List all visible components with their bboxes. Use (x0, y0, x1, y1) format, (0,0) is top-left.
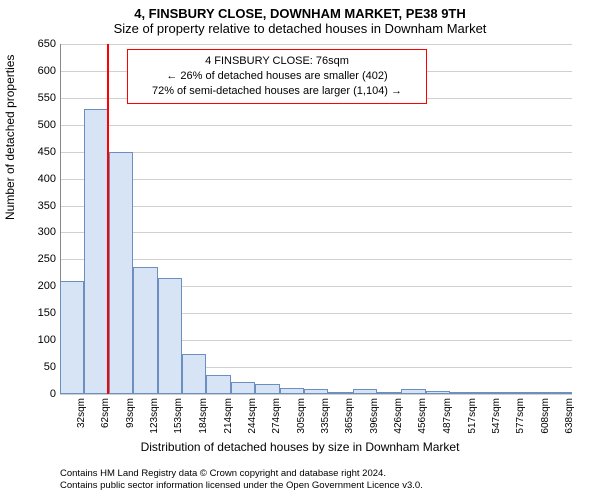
histogram-bar (280, 388, 304, 394)
annotation-line: 72% of semi-detached houses are larger (… (136, 84, 418, 99)
x-axis-label: Distribution of detached houses by size … (0, 440, 600, 454)
xtick-label: 577sqm (515, 398, 526, 434)
xtick-label: 608sqm (540, 398, 551, 434)
property-marker-line (107, 44, 109, 394)
histogram-bar (60, 281, 84, 394)
histogram-bar (84, 109, 108, 394)
xtick-label: 638sqm (564, 398, 575, 434)
ytick-label: 550 (38, 92, 60, 104)
ytick-label: 650 (38, 38, 60, 50)
xtick-label: 184sqm (198, 398, 209, 434)
histogram-bar (255, 384, 279, 394)
xtick-label: 305sqm (296, 398, 307, 434)
ytick-label: 50 (44, 361, 60, 373)
chart-title-secondary: Size of property relative to detached ho… (0, 21, 600, 36)
xtick-label: 487sqm (442, 398, 453, 434)
ytick-label: 200 (38, 280, 60, 292)
gridline (60, 125, 572, 126)
gridline (60, 179, 572, 180)
histogram-bar (109, 152, 133, 394)
gridline (60, 259, 572, 260)
histogram-bar (475, 392, 499, 394)
ytick-label: 0 (50, 388, 60, 400)
chart-container: { "title_primary": "4, FINSBURY CLOSE, D… (0, 0, 600, 500)
histogram-bar (206, 375, 230, 394)
histogram-bar (450, 392, 474, 394)
ytick-label: 600 (38, 65, 60, 77)
xtick-label: 274sqm (271, 398, 282, 434)
plot-area: 0501001502002503003504004505005506006503… (60, 44, 572, 394)
ytick-label: 100 (38, 334, 60, 346)
histogram-bar (182, 354, 206, 394)
histogram-bar (353, 389, 377, 394)
histogram-bar (304, 389, 328, 394)
ytick-label: 350 (38, 200, 60, 212)
xtick-label: 547sqm (491, 398, 502, 434)
annotation-line: 4 FINSBURY CLOSE: 76sqm (136, 54, 418, 69)
gridline (60, 44, 572, 45)
gridline (60, 152, 572, 153)
histogram-bar (548, 392, 572, 394)
histogram-bar (377, 392, 401, 394)
ytick-label: 250 (38, 253, 60, 265)
ytick-label: 500 (38, 119, 60, 131)
attribution-text: Contains HM Land Registry data © Crown c… (60, 468, 580, 493)
gridline (60, 206, 572, 207)
xtick-label: 93sqm (125, 398, 136, 428)
y-axis-label: Number of detached properties (3, 55, 17, 220)
xtick-label: 123sqm (149, 398, 160, 434)
gridline (60, 232, 572, 233)
xtick-label: 153sqm (173, 398, 184, 434)
xtick-label: 244sqm (247, 398, 258, 434)
xtick-label: 517sqm (467, 398, 478, 434)
annotation-line: ← 26% of detached houses are smaller (40… (136, 69, 418, 84)
ytick-label: 150 (38, 307, 60, 319)
histogram-bar (158, 278, 182, 394)
ytick-label: 400 (38, 173, 60, 185)
ytick-label: 300 (38, 226, 60, 238)
gridline (60, 394, 572, 395)
chart-title-primary: 4, FINSBURY CLOSE, DOWNHAM MARKET, PE38 … (0, 0, 600, 21)
xtick-label: 214sqm (223, 398, 234, 434)
histogram-bar (328, 392, 352, 394)
histogram-bar (426, 391, 450, 394)
ytick-label: 450 (38, 146, 60, 158)
xtick-label: 32sqm (76, 398, 87, 428)
histogram-bar (133, 267, 157, 394)
histogram-bar (499, 392, 523, 394)
annotation-box: 4 FINSBURY CLOSE: 76sqm← 26% of detached… (127, 49, 427, 104)
histogram-bar (231, 382, 255, 394)
histogram-bar (401, 389, 425, 394)
xtick-label: 426sqm (393, 398, 404, 434)
attribution-line-2: Contains public sector information licen… (60, 480, 580, 492)
histogram-bar (523, 392, 547, 394)
xtick-label: 62sqm (100, 398, 111, 428)
xtick-label: 365sqm (344, 398, 355, 434)
attribution-line-1: Contains HM Land Registry data © Crown c… (60, 468, 580, 480)
xtick-label: 456sqm (417, 398, 428, 434)
xtick-label: 335sqm (320, 398, 331, 434)
xtick-label: 396sqm (369, 398, 380, 434)
